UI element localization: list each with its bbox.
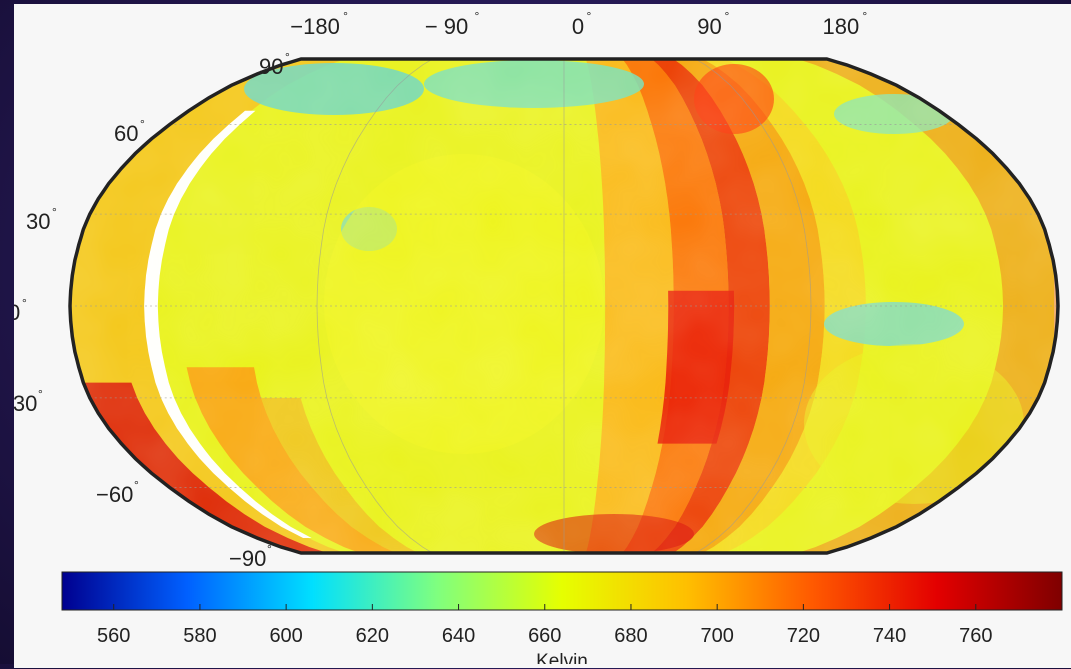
map-outline bbox=[68, 57, 1060, 555]
colorbar-tick-label: 600 bbox=[269, 625, 302, 647]
degree-mark: ° bbox=[22, 296, 27, 310]
latitude-label: −60 bbox=[96, 482, 133, 507]
colorbar-gradient bbox=[61, 571, 1063, 611]
colorbar-tick-label: 560 bbox=[97, 625, 130, 647]
latitude-label: 60 bbox=[114, 121, 138, 146]
longitude-label: 0 bbox=[572, 14, 584, 39]
latitude-label: −30 bbox=[14, 391, 37, 416]
degree-mark: ° bbox=[475, 9, 480, 23]
degree-mark: ° bbox=[267, 542, 272, 556]
colorbar-label: Kelvin bbox=[536, 651, 588, 664]
map-texture bbox=[70, 59, 1054, 553]
colorbar-tick-label: 660 bbox=[528, 625, 561, 647]
degree-mark: ° bbox=[724, 9, 729, 23]
longitude-label: 180 bbox=[823, 14, 860, 39]
longitude-label: −180 bbox=[290, 14, 340, 39]
degree-mark: ° bbox=[38, 387, 43, 401]
degree-mark: ° bbox=[862, 9, 867, 23]
colorbar-tick-label: 760 bbox=[959, 625, 992, 647]
colorbar-tick-label: 640 bbox=[442, 625, 475, 647]
colorbar: 560 580 600 620 640 660 680 700 720 740 760 Kelvin bbox=[61, 571, 1063, 669]
colorbar-tick-label: 700 bbox=[700, 625, 733, 647]
latitude-label: 30 bbox=[26, 209, 50, 234]
colorbar-tick-label: 680 bbox=[614, 625, 647, 647]
latitude-label: 90 bbox=[259, 54, 283, 79]
colorbar-tick-label: 740 bbox=[873, 625, 906, 647]
figure-panel: −180°− 90°0°90°180° 90°60°30°0°−30°−60°−… bbox=[0, 4, 1071, 669]
longitude-label: − 90 bbox=[425, 14, 468, 39]
latitude-label: −90 bbox=[229, 546, 266, 571]
robinson-map: −180°− 90°0°90°180° 90°60°30°0°−30°−60°−… bbox=[0, 9, 1060, 571]
degree-mark: ° bbox=[343, 9, 348, 23]
colorbar-tick-label: 580 bbox=[183, 625, 216, 647]
degree-mark: ° bbox=[52, 205, 57, 219]
degree-mark: ° bbox=[285, 50, 290, 64]
colorbar-tick-label: 720 bbox=[787, 625, 820, 647]
degree-mark: ° bbox=[140, 117, 145, 131]
longitude-label: 90 bbox=[697, 14, 721, 39]
colorbar-tick-label: 620 bbox=[356, 625, 389, 647]
latitude-label: 0 bbox=[14, 300, 20, 325]
degree-mark: ° bbox=[587, 9, 592, 23]
degree-mark: ° bbox=[134, 478, 139, 492]
temperature-map-figure: −180°− 90°0°90°180° 90°60°30°0°−30°−60°−… bbox=[0, 9, 1063, 669]
